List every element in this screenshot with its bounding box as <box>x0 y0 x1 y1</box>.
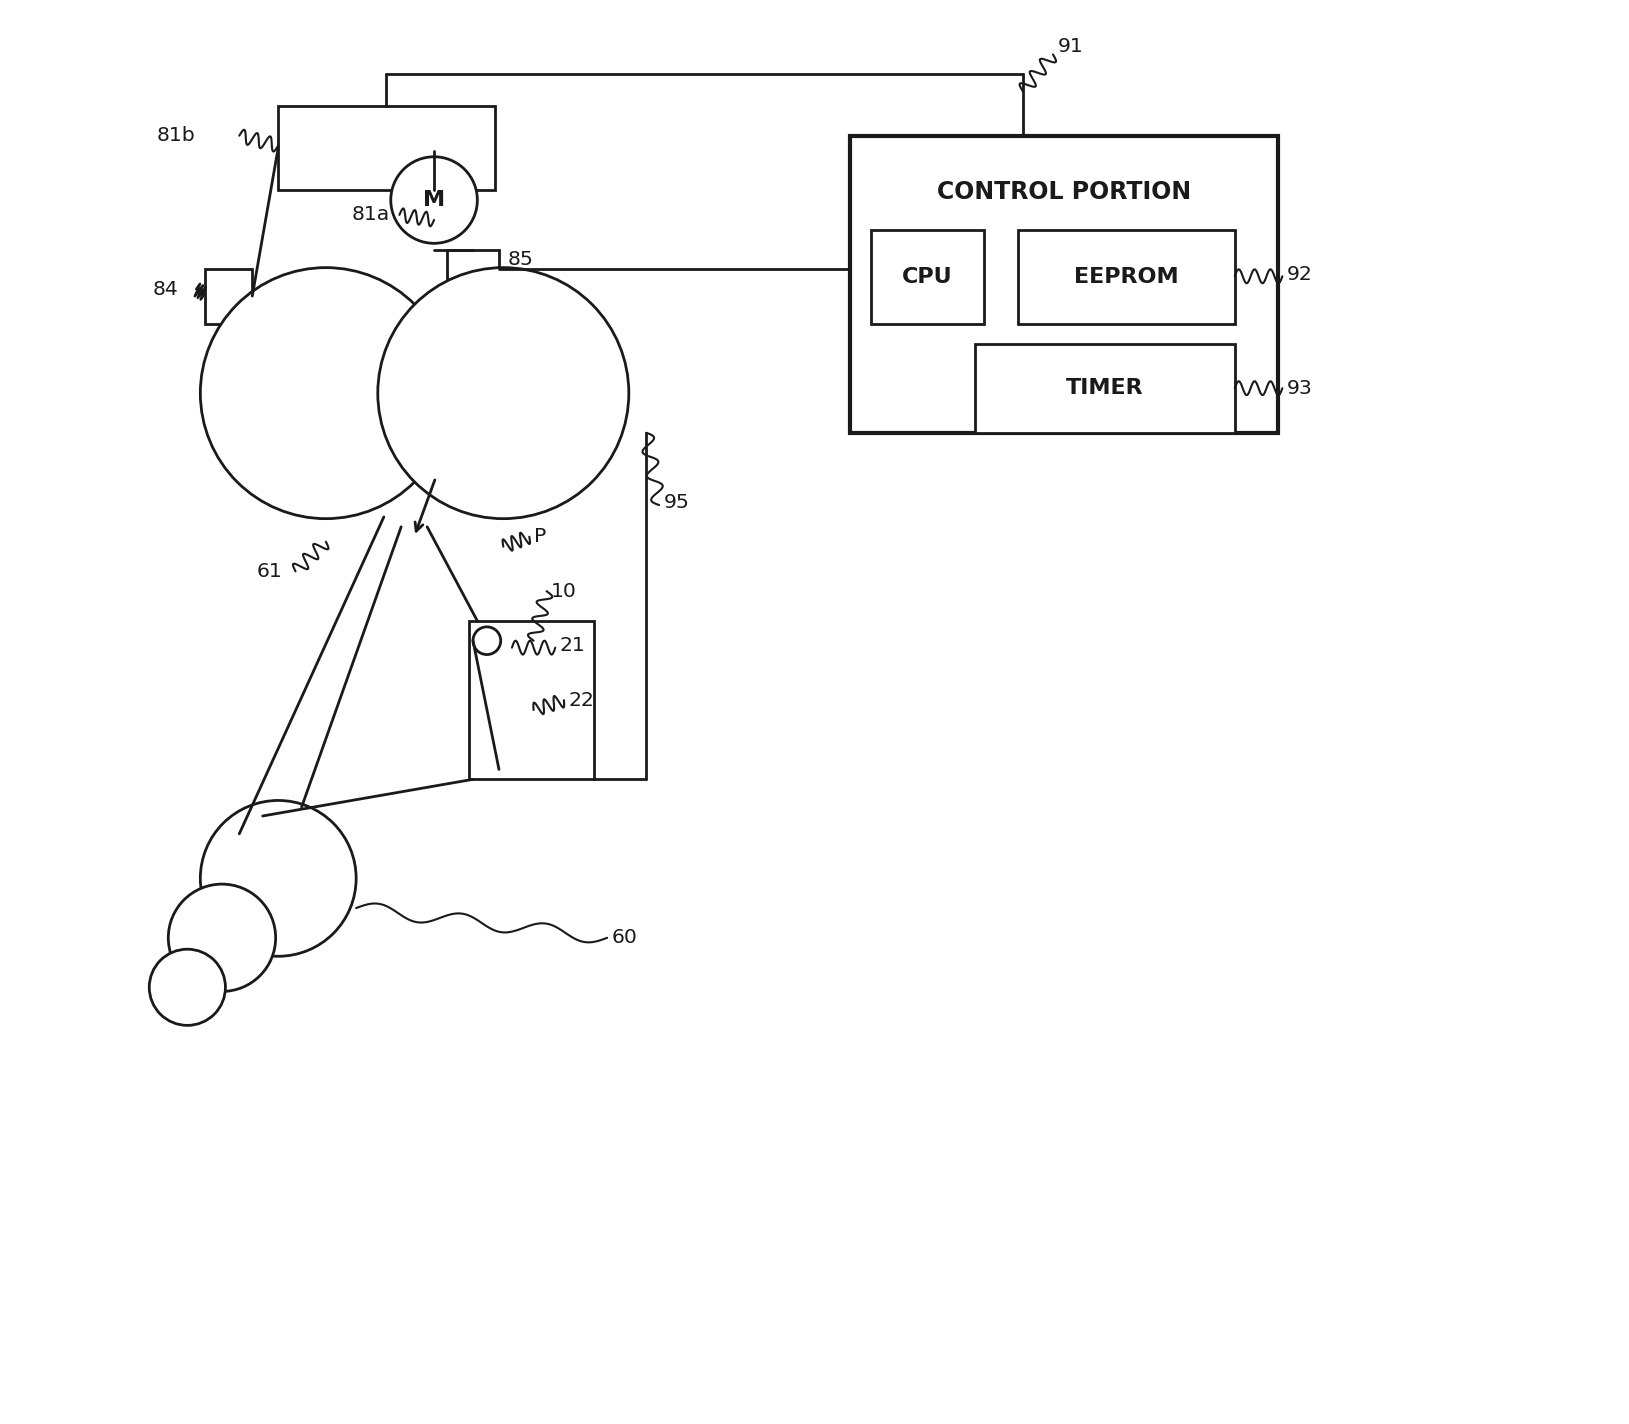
Text: P: P <box>534 527 546 547</box>
Bar <box>279 105 495 191</box>
Text: 92: 92 <box>1287 265 1313 283</box>
Circle shape <box>200 800 357 957</box>
Bar <box>205 269 252 323</box>
Bar <box>1018 229 1235 323</box>
Text: 10: 10 <box>551 581 577 601</box>
Text: 81a: 81a <box>352 205 389 225</box>
Text: 84: 84 <box>153 279 179 299</box>
Text: 21: 21 <box>560 637 585 655</box>
Bar <box>850 135 1279 433</box>
Text: M: M <box>424 189 445 211</box>
Bar <box>469 621 595 779</box>
Circle shape <box>150 950 225 1025</box>
Text: 60: 60 <box>611 928 637 947</box>
Text: 91: 91 <box>1057 37 1083 56</box>
Circle shape <box>472 627 500 655</box>
Text: CONTROL PORTION: CONTROL PORTION <box>937 181 1191 204</box>
Circle shape <box>378 268 629 518</box>
Bar <box>872 229 984 323</box>
Text: 93: 93 <box>1287 379 1313 397</box>
Text: 81b: 81b <box>156 127 195 145</box>
Bar <box>976 343 1235 433</box>
Text: 61: 61 <box>257 562 282 581</box>
Text: 85: 85 <box>508 251 534 269</box>
Text: 22: 22 <box>569 691 595 709</box>
Text: 95: 95 <box>663 493 689 511</box>
Text: EEPROM: EEPROM <box>1074 266 1179 286</box>
Circle shape <box>168 884 275 991</box>
Circle shape <box>200 268 451 518</box>
Bar <box>446 249 498 289</box>
Text: TIMER: TIMER <box>1065 379 1144 399</box>
Text: CPU: CPU <box>902 266 953 286</box>
Circle shape <box>391 157 477 244</box>
